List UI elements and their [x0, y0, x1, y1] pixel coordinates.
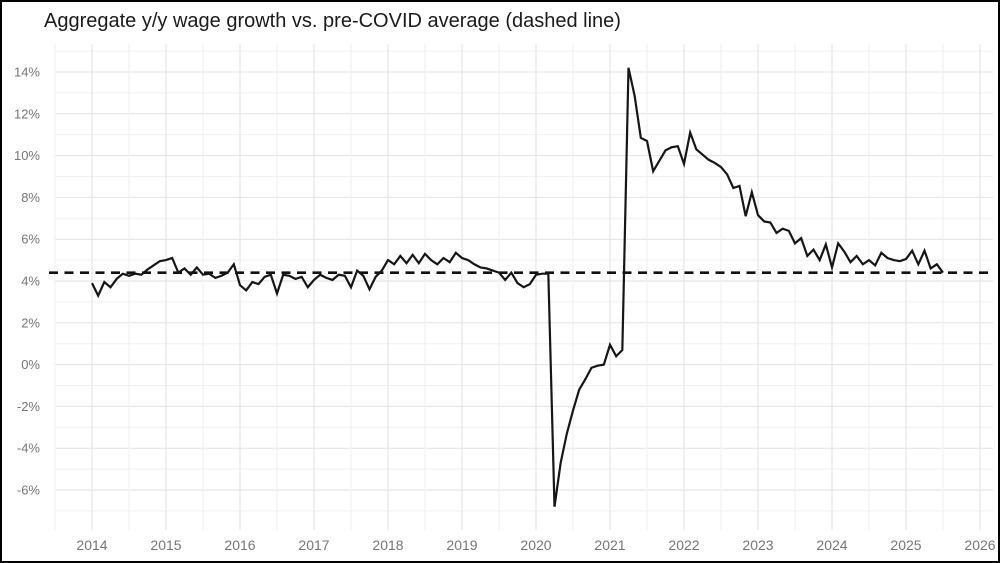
y-axis-tick-label: -6% [17, 483, 41, 498]
x-axis-tick-label: 2019 [446, 537, 477, 553]
wage-growth-line [91, 67, 944, 507]
y-axis-tick-label: 8% [21, 190, 40, 205]
y-axis-tick-label: -4% [17, 441, 41, 456]
y-axis-tick-label: 4% [21, 274, 40, 289]
y-axis-tick-label: -2% [17, 399, 41, 414]
y-axis-tick-label: 12% [14, 106, 40, 121]
y-axis-tick-label: 2% [21, 315, 40, 330]
x-axis-tick-label: 2023 [742, 537, 773, 553]
x-axis-tick-label: 2017 [298, 537, 329, 553]
chart-title: Aggregate y/y wage growth vs. pre-COVID … [44, 10, 621, 32]
x-axis-tick-label: 2018 [372, 537, 403, 553]
y-axis-tick-label: 0% [21, 357, 40, 372]
y-axis-tick-label: 10% [14, 148, 40, 163]
x-axis-tick-label: 2025 [890, 537, 921, 553]
x-axis-tick-label: 2026 [964, 537, 995, 553]
y-axis-tick-label: 14% [14, 65, 40, 80]
y-axis-tick-label: 6% [21, 232, 40, 247]
x-axis-tick-label: 2016 [224, 537, 255, 553]
x-axis-tick-label: 2024 [816, 537, 847, 553]
x-axis-tick-label: 2022 [668, 537, 699, 553]
x-axis-tick-label: 2014 [76, 537, 107, 553]
x-axis-tick-label: 2020 [520, 537, 551, 553]
x-axis-tick-label: 2015 [150, 537, 181, 553]
x-axis-tick-label: 2021 [594, 537, 625, 553]
